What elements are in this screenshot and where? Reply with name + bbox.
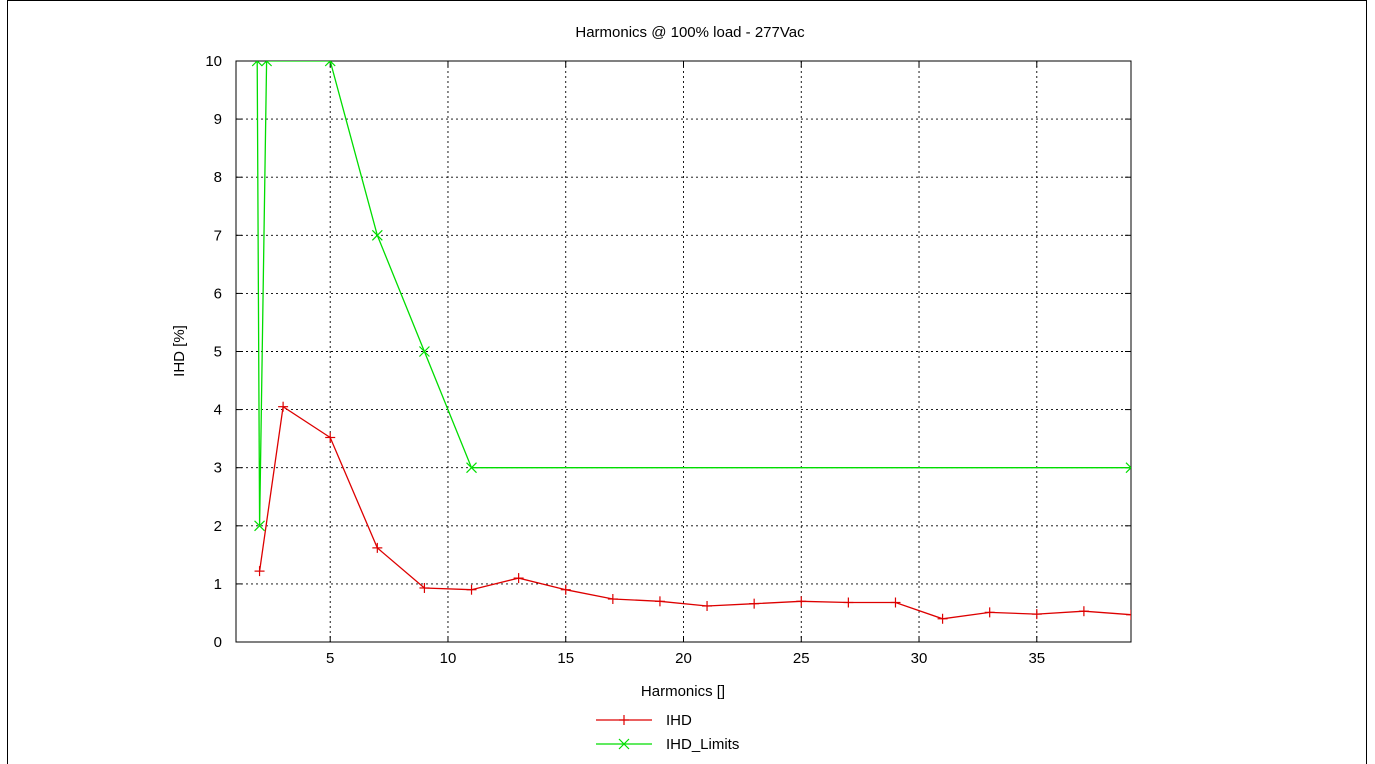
data-point	[984, 607, 995, 618]
x-tick-label: 5	[326, 650, 334, 667]
data-point	[419, 582, 430, 593]
y-tick-label: 7	[214, 227, 222, 244]
legend-marker	[618, 738, 630, 750]
data-point	[1078, 606, 1089, 617]
legend-entry: IHD_Limits	[596, 736, 739, 753]
data-point	[937, 613, 948, 624]
data-point	[466, 462, 477, 474]
y-tick-label: 5	[214, 344, 222, 361]
y-tick-label: 4	[214, 402, 222, 419]
x-tick-label: 15	[557, 650, 574, 667]
data-point	[1031, 609, 1042, 620]
data-point	[607, 594, 618, 605]
x-axis-label: Harmonics []	[641, 683, 725, 700]
legend-label: IHD_Limits	[666, 736, 739, 753]
x-tick-label: 20	[675, 650, 692, 667]
data-point	[1126, 609, 1131, 620]
data-point	[254, 566, 265, 577]
grid	[236, 61, 1131, 642]
series	[251, 61, 1131, 624]
x-tick-label: 30	[911, 650, 928, 667]
data-point	[796, 596, 807, 607]
axis-ticks: 0 1 2 3 4 5 6 7 8 9 10 5 10 15 20 25 30 35	[205, 53, 1131, 667]
series-IHD	[254, 401, 1131, 624]
legend: IHD IHD_Limits	[596, 712, 739, 753]
data-point	[1125, 462, 1131, 474]
legend-marker	[619, 715, 629, 725]
data-point	[325, 432, 336, 443]
data-point	[251, 61, 263, 67]
series-line	[258, 405, 1131, 620]
data-point	[372, 542, 383, 553]
chart-frame	[7, 0, 1367, 764]
data-point	[371, 229, 383, 241]
y-tick-label: 8	[214, 169, 222, 186]
data-point	[418, 346, 430, 357]
y-tick-label: 10	[205, 53, 222, 70]
x-tick-label: 10	[440, 650, 457, 667]
data-point	[324, 61, 336, 67]
y-tick-label: 1	[214, 576, 222, 593]
data-point	[261, 61, 273, 67]
x-tick-label: 35	[1028, 650, 1045, 667]
y-tick-label: 0	[214, 634, 222, 651]
data-point	[843, 597, 854, 608]
data-point	[254, 520, 265, 532]
legend-entry: IHD	[596, 712, 692, 729]
y-tick-label: 9	[214, 111, 222, 128]
data-point	[702, 600, 713, 611]
data-point	[513, 573, 524, 584]
series-line	[256, 61, 1131, 526]
data-point	[560, 584, 571, 595]
series-IHD_Limits	[251, 61, 1131, 532]
y-axis-label: IHD [%]	[171, 325, 188, 377]
data-point	[890, 597, 901, 608]
legend-label: IHD	[666, 712, 692, 729]
y-tick-label: 3	[214, 460, 222, 477]
chart-title: Harmonics @ 100% load - 277Vac	[575, 24, 805, 41]
data-point	[278, 401, 289, 412]
data-point	[654, 596, 665, 607]
x-tick-label: 25	[793, 650, 810, 667]
data-point	[749, 598, 760, 609]
data-point	[466, 584, 477, 595]
y-tick-label: 6	[214, 285, 222, 302]
y-tick-label: 2	[214, 518, 222, 535]
